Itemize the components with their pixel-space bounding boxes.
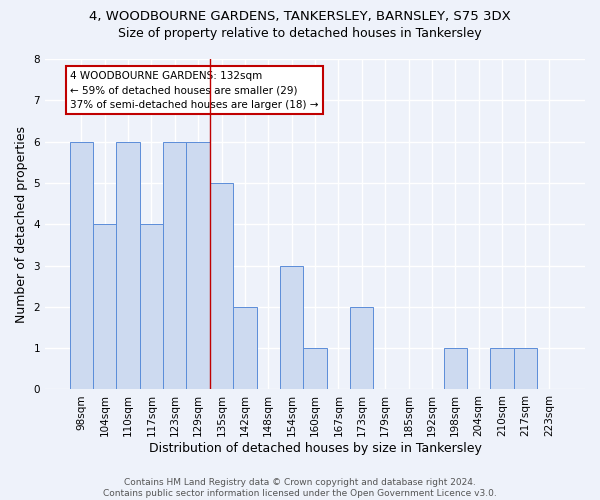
Bar: [210, 183, 233, 390]
Bar: [140, 224, 163, 390]
Text: Size of property relative to detached houses in Tankersley: Size of property relative to detached ho…: [118, 28, 482, 40]
Y-axis label: Number of detached properties: Number of detached properties: [15, 126, 28, 322]
Bar: [280, 266, 304, 390]
Bar: [233, 307, 257, 390]
Bar: [93, 224, 116, 390]
Text: Contains HM Land Registry data © Crown copyright and database right 2024.
Contai: Contains HM Land Registry data © Crown c…: [103, 478, 497, 498]
Bar: [514, 348, 537, 390]
Bar: [187, 142, 210, 390]
Bar: [490, 348, 514, 390]
Bar: [443, 348, 467, 390]
X-axis label: Distribution of detached houses by size in Tankersley: Distribution of detached houses by size …: [149, 442, 481, 455]
Text: 4 WOODBOURNE GARDENS: 132sqm
← 59% of detached houses are smaller (29)
37% of se: 4 WOODBOURNE GARDENS: 132sqm ← 59% of de…: [70, 70, 319, 110]
Bar: [304, 348, 327, 390]
Text: 4, WOODBOURNE GARDENS, TANKERSLEY, BARNSLEY, S75 3DX: 4, WOODBOURNE GARDENS, TANKERSLEY, BARNS…: [89, 10, 511, 23]
Bar: [350, 307, 373, 390]
Bar: [163, 142, 187, 390]
Bar: [70, 142, 93, 390]
Bar: [116, 142, 140, 390]
